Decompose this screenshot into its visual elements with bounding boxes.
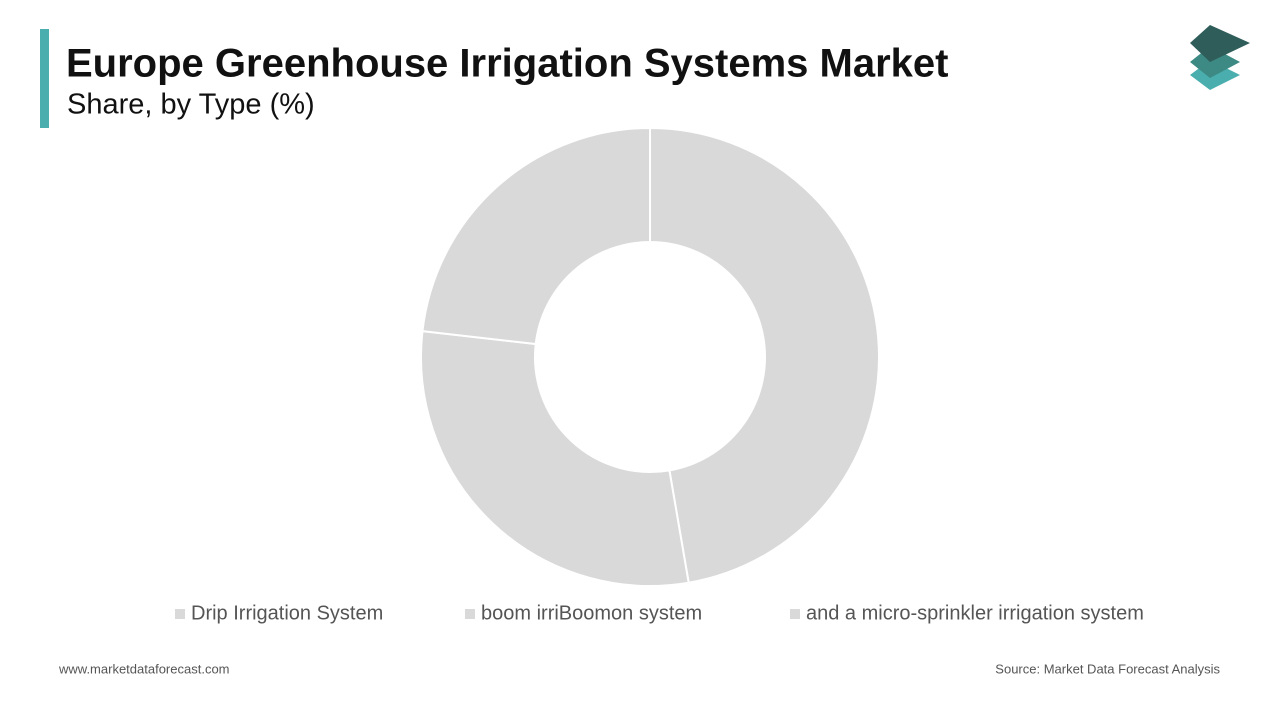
legend-label: and a micro-sprinkler irrigation system [806, 602, 1144, 624]
donut-slice [649, 126, 880, 584]
legend-marker [465, 609, 475, 619]
donut-slice [420, 330, 690, 587]
logo [1190, 25, 1250, 90]
website: www.marketdataforecast.com [58, 661, 230, 676]
chart-subtitle: Share, by Type (%) [67, 89, 315, 121]
title-accent [40, 29, 49, 128]
chart-title: Europe Greenhouse Irrigation Systems Mar… [66, 42, 948, 86]
donut-slice [421, 126, 651, 346]
legend-label: Drip Irrigation System [191, 602, 383, 624]
legend-label: boom irriBoomon system [481, 602, 702, 624]
source: Source: Market Data Forecast Analysis [995, 661, 1220, 676]
legend-marker [175, 609, 185, 619]
legend-marker [790, 609, 800, 619]
